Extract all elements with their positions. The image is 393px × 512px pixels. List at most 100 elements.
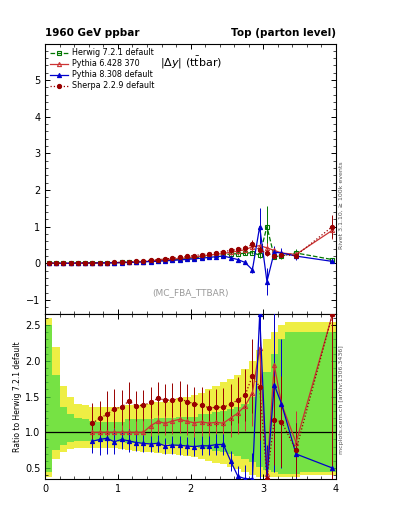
- Pythia 8.308 default: [75, 260, 80, 266]
- Line: Pythia 8.308 default: Pythia 8.308 default: [47, 225, 334, 284]
- Sherpa 2.2.9 default: [127, 259, 131, 265]
- Pythia 8.308 default: [90, 260, 95, 266]
- Herwig 7.2.1 default: [170, 257, 175, 263]
- Herwig 7.2.1 default: [243, 250, 248, 257]
- Pythia 8.308 default: [330, 259, 335, 265]
- Pythia 8.308 default: [97, 260, 102, 266]
- Pythia 6.428 370: [206, 252, 211, 258]
- Pythia 6.428 370: [156, 258, 160, 264]
- Herwig 7.2.1 default: [54, 260, 59, 266]
- Pythia 6.428 370: [228, 249, 233, 255]
- Pythia 6.428 370: [61, 260, 66, 266]
- Sherpa 2.2.9 default: [170, 255, 175, 261]
- Sherpa 2.2.9 default: [177, 254, 182, 261]
- Pythia 6.428 370: [185, 254, 189, 261]
- Herwig 7.2.1 default: [83, 260, 88, 266]
- Pythia 8.308 default: [112, 260, 117, 266]
- Pythia 6.428 370: [134, 259, 138, 265]
- Pythia 6.428 370: [330, 227, 335, 233]
- Pythia 8.308 default: [206, 254, 211, 261]
- Pythia 6.428 370: [279, 250, 284, 256]
- Pythia 6.428 370: [112, 260, 117, 266]
- Herwig 7.2.1 default: [119, 260, 124, 266]
- Herwig 7.2.1 default: [68, 260, 73, 266]
- Text: mcplots.cern.ch [arXiv:1306.3436]: mcplots.cern.ch [arXiv:1306.3436]: [339, 345, 344, 454]
- Pythia 8.308 default: [83, 260, 88, 266]
- Sherpa 2.2.9 default: [163, 256, 167, 262]
- Pythia 6.428 370: [68, 260, 73, 266]
- Pythia 8.308 default: [148, 259, 153, 265]
- Pythia 6.428 370: [163, 257, 167, 263]
- Pythia 8.308 default: [221, 253, 226, 259]
- Pythia 6.428 370: [97, 260, 102, 266]
- Herwig 7.2.1 default: [112, 260, 117, 266]
- Herwig 7.2.1 default: [163, 257, 167, 263]
- Pythia 8.308 default: [68, 260, 73, 266]
- Y-axis label: Ratio to Herwig 7.2.1 default: Ratio to Herwig 7.2.1 default: [13, 342, 22, 452]
- Herwig 7.2.1 default: [148, 258, 153, 264]
- Pythia 8.308 default: [134, 259, 138, 265]
- Pythia 8.308 default: [235, 257, 240, 263]
- Pythia 6.428 370: [54, 260, 59, 266]
- Herwig 7.2.1 default: [264, 224, 269, 230]
- Herwig 7.2.1 default: [221, 251, 226, 258]
- Herwig 7.2.1 default: [206, 253, 211, 259]
- Pythia 8.308 default: [272, 249, 277, 255]
- Pythia 8.308 default: [170, 258, 175, 264]
- Herwig 7.2.1 default: [250, 249, 255, 255]
- Text: Top (parton level): Top (parton level): [231, 28, 336, 38]
- Herwig 7.2.1 default: [75, 260, 80, 266]
- Sherpa 2.2.9 default: [185, 253, 189, 260]
- Herwig 7.2.1 default: [228, 251, 233, 257]
- Pythia 6.428 370: [127, 259, 131, 265]
- Pythia 8.308 default: [163, 258, 167, 264]
- Sherpa 2.2.9 default: [221, 248, 226, 254]
- Pythia 8.308 default: [127, 260, 131, 266]
- Pythia 6.428 370: [170, 256, 175, 262]
- Pythia 8.308 default: [250, 267, 255, 273]
- Sherpa 2.2.9 default: [279, 252, 284, 258]
- Pythia 6.428 370: [148, 258, 153, 264]
- Pythia 8.308 default: [279, 250, 284, 256]
- Sherpa 2.2.9 default: [105, 260, 109, 266]
- Pythia 8.308 default: [214, 253, 219, 260]
- Herwig 7.2.1 default: [46, 260, 51, 266]
- Herwig 7.2.1 default: [61, 260, 66, 266]
- Pythia 6.428 370: [221, 250, 226, 257]
- Pythia 8.308 default: [156, 258, 160, 264]
- Pythia 6.428 370: [177, 255, 182, 262]
- Sherpa 2.2.9 default: [134, 259, 138, 265]
- Herwig 7.2.1 default: [127, 259, 131, 265]
- Herwig 7.2.1 default: [235, 251, 240, 257]
- Pythia 8.308 default: [257, 224, 262, 230]
- Pythia 6.428 370: [199, 253, 204, 259]
- Sherpa 2.2.9 default: [75, 260, 80, 266]
- Herwig 7.2.1 default: [199, 254, 204, 260]
- Herwig 7.2.1 default: [105, 260, 109, 266]
- Sherpa 2.2.9 default: [141, 258, 146, 264]
- Pythia 6.428 370: [214, 251, 219, 258]
- Pythia 6.428 370: [250, 244, 255, 250]
- Legend: Herwig 7.2.1 default, Pythia 6.428 370, Pythia 8.308 default, Sherpa 2.2.9 defau: Herwig 7.2.1 default, Pythia 6.428 370, …: [48, 47, 156, 92]
- Herwig 7.2.1 default: [257, 252, 262, 258]
- Sherpa 2.2.9 default: [250, 241, 255, 247]
- Herwig 7.2.1 default: [330, 257, 335, 263]
- Pythia 8.308 default: [177, 257, 182, 263]
- Line: Pythia 6.428 370: Pythia 6.428 370: [47, 228, 334, 265]
- Sherpa 2.2.9 default: [119, 259, 124, 265]
- Sherpa 2.2.9 default: [294, 252, 298, 259]
- Sherpa 2.2.9 default: [112, 260, 117, 266]
- Sherpa 2.2.9 default: [148, 258, 153, 264]
- Pythia 8.308 default: [243, 260, 248, 266]
- Sherpa 2.2.9 default: [199, 251, 204, 258]
- Pythia 8.308 default: [192, 256, 196, 262]
- Herwig 7.2.1 default: [279, 253, 284, 259]
- Herwig 7.2.1 default: [97, 260, 102, 266]
- Line: Sherpa 2.2.9 default: Sherpa 2.2.9 default: [47, 225, 334, 265]
- Herwig 7.2.1 default: [272, 253, 277, 260]
- Sherpa 2.2.9 default: [61, 260, 66, 266]
- Pythia 6.428 370: [264, 245, 269, 251]
- Sherpa 2.2.9 default: [235, 246, 240, 252]
- Herwig 7.2.1 default: [90, 260, 95, 266]
- Sherpa 2.2.9 default: [228, 247, 233, 253]
